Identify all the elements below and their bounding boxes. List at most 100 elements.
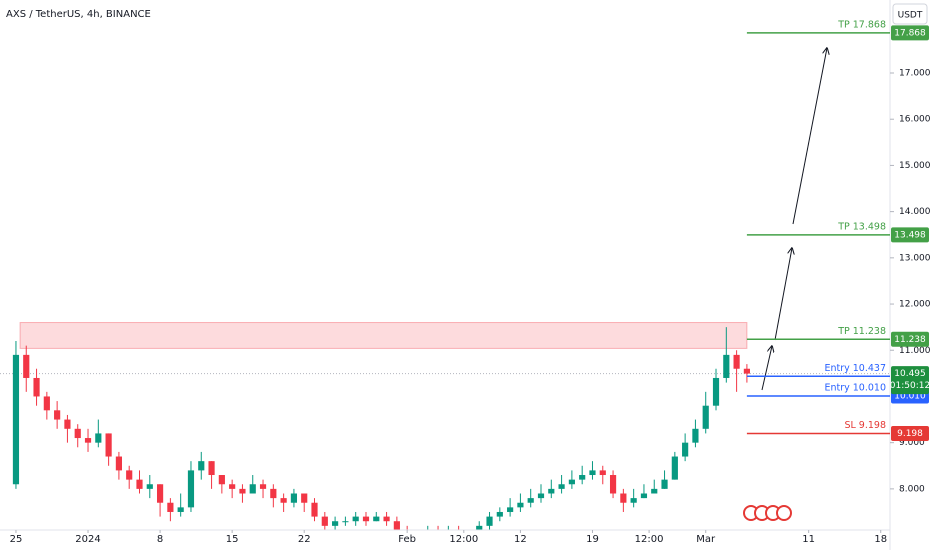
candle-body xyxy=(105,433,112,457)
candle-body xyxy=(156,484,164,503)
plot-area xyxy=(0,322,890,530)
candle-body xyxy=(95,433,102,443)
y-tick-label: 14.000 xyxy=(899,207,931,217)
candle-body xyxy=(733,354,740,369)
candle-body xyxy=(115,456,122,471)
candle-body xyxy=(568,479,575,485)
x-tick-label: Feb xyxy=(398,534,416,545)
candle-body xyxy=(167,502,174,512)
candle-body xyxy=(548,488,555,494)
candle-body xyxy=(712,377,720,406)
candle-body xyxy=(579,475,586,480)
candle-body xyxy=(321,516,328,526)
last-price-box xyxy=(891,366,929,395)
candle-body xyxy=(23,354,30,378)
y-tick-label: 16.000 xyxy=(899,115,931,125)
candle-body xyxy=(259,484,267,489)
arrow xyxy=(761,346,772,391)
x-tick-label: 12:00 xyxy=(449,534,478,545)
x-tick-label: 22 xyxy=(298,534,311,545)
chart-title: AXS / TetherUS, 4h, BINANCE xyxy=(6,9,151,20)
event-icon[interactable] xyxy=(776,505,792,521)
countdown: 01:50:12 xyxy=(890,381,930,391)
x-tick-label: 11 xyxy=(802,534,815,545)
candle-body xyxy=(558,484,565,489)
candle-body xyxy=(537,493,545,499)
candle-body xyxy=(630,498,637,503)
candle-body xyxy=(280,498,287,503)
level-name: Entry 10.437 xyxy=(824,363,886,374)
arrow xyxy=(774,248,792,341)
candle-body xyxy=(486,516,493,526)
x-tick-label: 8 xyxy=(157,534,163,545)
candle-body xyxy=(33,377,40,397)
level-price-label: 11.238 xyxy=(894,335,926,345)
candle-body xyxy=(609,475,617,494)
candle-body xyxy=(208,461,215,476)
candle-body xyxy=(599,470,606,476)
x-tick-label: 18 xyxy=(874,534,887,545)
candle-body xyxy=(342,521,349,523)
candle-body xyxy=(12,354,20,485)
candle-body xyxy=(126,470,133,480)
candle-body xyxy=(661,479,668,489)
arrow xyxy=(792,48,827,225)
x-tick-label: 25 xyxy=(10,534,23,545)
level-price-box xyxy=(891,426,929,442)
candle-body xyxy=(640,493,648,499)
x-tick-label: 12 xyxy=(514,534,527,545)
candle-body xyxy=(620,493,627,503)
y-tick-label: 8.000 xyxy=(899,484,925,494)
candle-body xyxy=(218,475,225,485)
y-tick-label: 12.000 xyxy=(899,300,931,310)
candle-body xyxy=(177,507,184,512)
y-tick-label: 13.000 xyxy=(899,253,931,263)
currency-button[interactable] xyxy=(892,3,928,25)
candle-body xyxy=(671,456,678,480)
candle-body xyxy=(290,493,298,503)
y-tick-label: 9.000 xyxy=(899,438,925,448)
last-price-label: 10.495 xyxy=(894,369,926,379)
candle-body xyxy=(589,470,596,476)
candle-body xyxy=(332,521,339,526)
projection-arrows xyxy=(761,48,827,391)
candle-body xyxy=(198,461,205,471)
level-name: TP 13.498 xyxy=(837,221,886,232)
resistance-zone xyxy=(19,322,748,349)
candle-body xyxy=(496,511,503,517)
candle-body xyxy=(651,488,658,494)
candle-body xyxy=(352,516,359,522)
level-price-box xyxy=(891,227,929,243)
level-price-box xyxy=(891,331,929,347)
candle-body xyxy=(476,525,483,530)
x-tick-label: 15 xyxy=(226,534,239,545)
level-name: SL 9.198 xyxy=(844,420,886,431)
level-price-label: 17.868 xyxy=(894,28,926,38)
event-icons xyxy=(743,505,792,521)
x-tick-label: Mar xyxy=(696,534,716,545)
level-price-box xyxy=(891,25,929,41)
candle-body xyxy=(74,428,81,439)
currency-label[interactable]: USDT xyxy=(898,11,923,21)
candle-body xyxy=(311,502,318,517)
candle-body xyxy=(383,516,390,522)
x-tick-label: 19 xyxy=(586,534,599,545)
candle-body xyxy=(743,368,750,374)
candle-body xyxy=(301,493,308,503)
level-price-label: 10.010 xyxy=(894,391,926,401)
level-name: Entry 10.010 xyxy=(824,382,886,393)
candle-body xyxy=(64,419,71,429)
candle-body xyxy=(229,484,236,489)
candle-body xyxy=(54,410,61,420)
level-price-label: 13.498 xyxy=(894,230,926,240)
candle-body xyxy=(702,405,709,429)
y-tick-label: 11.000 xyxy=(899,346,931,356)
candle-body xyxy=(362,516,370,522)
candle-body xyxy=(146,484,153,489)
candle-body xyxy=(43,396,50,411)
y-tick-label: 17.000 xyxy=(899,69,931,79)
candle-body xyxy=(692,428,699,443)
level-price-label: 9.198 xyxy=(897,429,923,439)
